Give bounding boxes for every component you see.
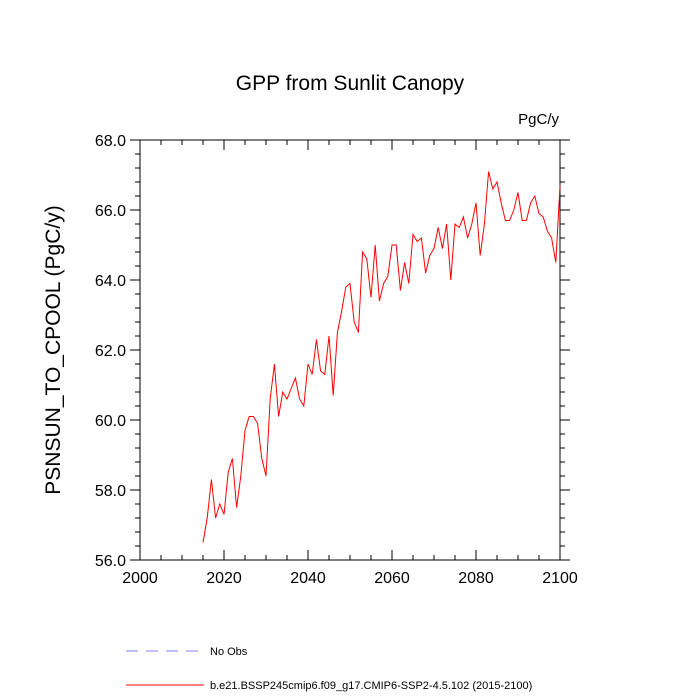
y-tick-label: 56.0 xyxy=(95,553,126,570)
x-tick-label: 2020 xyxy=(206,570,242,587)
y-tick-label: 64.0 xyxy=(95,273,126,290)
x-tick-label: 2080 xyxy=(458,570,494,587)
chart-title: GPP from Sunlit Canopy xyxy=(236,72,465,95)
axis-ticks xyxy=(130,139,570,561)
series-line xyxy=(202,171,561,543)
y-tick-label: 60.0 xyxy=(95,413,126,430)
y-tick-label: 58.0 xyxy=(95,483,126,500)
y-axis-label: PSNSUN_TO_CPOOL (PgC/y) xyxy=(42,205,65,494)
plot-frame xyxy=(139,139,561,561)
axis-tick-labels: 2000 2020 2040 2060 2080 2100 56.0 58.0 60.0 62.0… xyxy=(95,133,578,587)
y-tick-label: 68.0 xyxy=(95,133,126,150)
y-tick-label: 62.0 xyxy=(95,343,126,360)
legend: No Obs b.e21.BSSP245cmip6.f09_g17.CMIP6-S… xyxy=(126,646,532,692)
legend-entry: No Obs xyxy=(210,646,248,658)
x-tick-label: 2040 xyxy=(290,570,326,587)
x-tick-label: 2060 xyxy=(374,570,410,587)
series-lines xyxy=(202,171,561,543)
units-label: PgC/y xyxy=(518,111,559,128)
y-tick-label: 66.0 xyxy=(95,203,126,220)
x-tick-label: 2000 xyxy=(122,570,158,587)
legend-entry: b.e21.BSSP245cmip6.f09_g17.CMIP6-SSP2-4.… xyxy=(210,680,532,692)
x-tick-label: 2100 xyxy=(542,570,578,587)
